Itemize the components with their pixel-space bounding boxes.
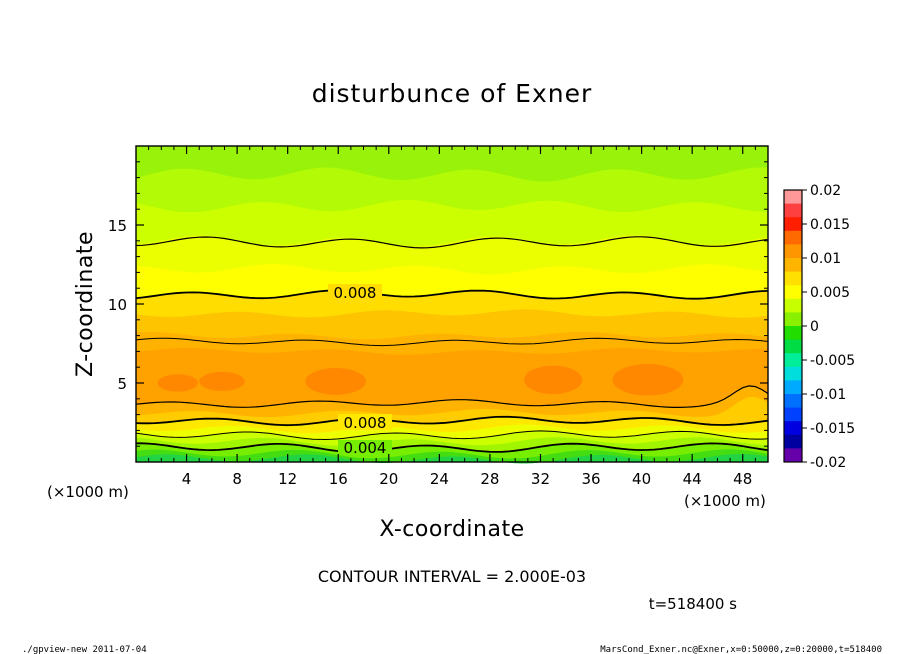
- colorbar-swatch: [784, 326, 802, 340]
- colorbar-swatch: [784, 230, 802, 245]
- maximum-patches: [157, 364, 684, 396]
- colorbar-swatch: [784, 258, 802, 272]
- contour-line: [135, 289, 769, 300]
- footer-left: ./gpview-new 2011-07-04: [22, 645, 147, 654]
- x-tick-label: 8: [232, 470, 242, 488]
- colorbar-swatch: [784, 271, 802, 286]
- colorbar-swatch: [784, 407, 802, 422]
- y-axis-label: Z-coordinate: [73, 231, 98, 377]
- colorbar-swatch: [784, 285, 802, 300]
- x-tick-label: 44: [683, 470, 702, 488]
- contour-line: [135, 415, 769, 427]
- contour-line: [136, 442, 769, 454]
- maximum-patch: [524, 365, 583, 395]
- colorbar-swatch: [784, 448, 802, 463]
- colorbar-swatch: [784, 353, 802, 368]
- colorbar-tick-label: -0.01: [810, 387, 846, 403]
- x-tick-label: 20: [379, 470, 398, 488]
- colorbar-tick-label: 0.005: [810, 285, 850, 301]
- colorbar-swatch: [784, 380, 802, 395]
- time-note: t=518400 s: [649, 595, 737, 613]
- colorbar-swatch: [784, 421, 802, 436]
- x-tick-label: 40: [632, 470, 651, 488]
- contour-line: [135, 337, 769, 347]
- chart-title: disturbunce of Exner: [312, 79, 593, 108]
- colorbar-swatch: [784, 339, 802, 354]
- y-tick-label: 10: [108, 296, 127, 314]
- colorbar-tick-label: -0.005: [810, 353, 855, 369]
- maximum-patch: [612, 364, 684, 396]
- y-tick-label: 15: [108, 217, 127, 235]
- footer-right: MarsCond_Exner.nc@Exner,x=0:50000,z=0:20…: [600, 645, 882, 654]
- colorbar-swatch: [784, 394, 802, 408]
- x-tick-label: 16: [329, 470, 348, 488]
- x-unit-left: (×1000 m): [47, 483, 129, 501]
- filled-contour-layers: [136, 146, 768, 464]
- y-tick-label: 5: [117, 375, 127, 393]
- colorbar-swatch: [784, 190, 802, 204]
- x-tick-label: 12: [278, 470, 297, 488]
- contour-lines: [135, 236, 769, 454]
- colorbar-tick-label: 0.01: [810, 251, 841, 267]
- contour-line: [135, 385, 769, 408]
- colorbar-tick-label: -0.015: [810, 421, 855, 437]
- colorbar-tick-label: 0.02: [810, 183, 841, 199]
- x-axis-label: X-coordinate: [379, 517, 524, 542]
- colorbar-swatch: [784, 244, 802, 259]
- x-tick-label: 48: [733, 470, 752, 488]
- x-tick-label: 24: [430, 470, 449, 488]
- colorbar-swatch: [784, 298, 802, 313]
- colorbar-swatch: [784, 434, 802, 449]
- x-tick-label: 28: [480, 470, 499, 488]
- x-axis-ticks: 4 8 12 16 20 24 28 32 36 40 44 48: [148, 146, 756, 488]
- contour-labels: 0.008 0.008 0.004: [328, 284, 392, 457]
- contour-line: [135, 236, 769, 249]
- x-tick-label: 36: [581, 470, 600, 488]
- colorbar-ticks: 0.02 0.015 0.01 0.005 0 -0.005 -0.01 -0.015 -0.0…: [802, 183, 855, 471]
- plot-area: 0.008 0.008 0.004 4 8 12 16 20 24 28 32 36 40 44 48…: [108, 145, 769, 488]
- contour-interval-note: CONTOUR INTERVAL = 2.000E-03: [318, 567, 586, 586]
- colorbar-tick-label: 0.015: [810, 217, 850, 233]
- colorbar-swatch: [784, 217, 802, 232]
- maximum-patch: [199, 371, 245, 391]
- contour-label: 0.004: [344, 439, 387, 457]
- y-axis-ticks: 5 10 15: [108, 161, 768, 447]
- colorbar-tick-label: 0: [810, 319, 819, 335]
- colorbar-swatch: [784, 366, 802, 381]
- x-unit-right: (×1000 m): [684, 492, 766, 510]
- maximum-patch: [157, 374, 198, 392]
- colorbar: [783, 189, 803, 463]
- x-tick-label: 4: [182, 470, 192, 488]
- contour-label: 0.008: [344, 414, 387, 432]
- colorbar-tick-label: -0.02: [810, 455, 846, 471]
- colorbar-swatch: [784, 203, 802, 218]
- maximum-patch: [305, 368, 367, 395]
- x-tick-label: 32: [531, 470, 550, 488]
- contour-label: 0.008: [334, 284, 377, 302]
- colorbar-swatch: [784, 312, 802, 327]
- contour-line: [135, 430, 769, 441]
